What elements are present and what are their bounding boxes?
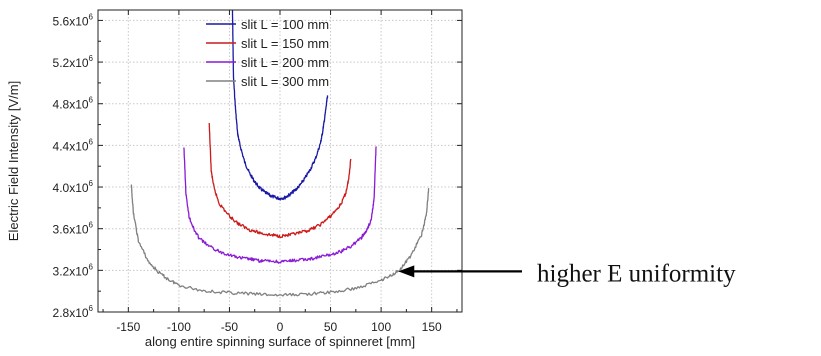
- legend-label: slit L = 100 mm: [241, 17, 329, 32]
- annotation: higher E uniformity: [398, 260, 736, 287]
- x-tick-label: 100: [371, 320, 391, 334]
- y-tick-label: 4.8x106: [53, 96, 94, 112]
- series-layer: [130, 10, 430, 297]
- y-tick-label: 5.2x106: [53, 54, 94, 70]
- y-tick-label: 4.0x106: [53, 179, 94, 195]
- annotation-text: higher E uniformity: [537, 260, 736, 287]
- x-tick-label: -150: [116, 320, 140, 334]
- y-tick-label: 5.6x106: [53, 12, 94, 28]
- series-line-2: [208, 122, 352, 239]
- y-tick-label: 3.6x106: [53, 221, 94, 237]
- series-line-4: [130, 184, 430, 297]
- x-tick-label: -100: [167, 320, 191, 334]
- y-tick-label: 2.8x106: [53, 304, 94, 320]
- x-axis-title: along entire spinning surface of spinner…: [145, 334, 415, 349]
- legend-label: slit L = 150 mm: [241, 36, 329, 51]
- series-line-1: [231, 10, 329, 201]
- annotation-arrow-head: [398, 265, 415, 278]
- x-tick-label: 0: [277, 320, 284, 334]
- x-tick-label: -50: [221, 320, 239, 334]
- legend-label: slit L = 200 mm: [241, 55, 329, 70]
- legend: slit L = 100 mm slit L = 150 mm slit L = 2…: [206, 17, 329, 89]
- y-tick-label: 3.2x106: [53, 262, 94, 278]
- axis-ticks: -150 -100 -50 0 50 100 150 2.8x106 3.2x106 3.6x10…: [53, 10, 462, 334]
- series-line-3: [183, 146, 377, 264]
- y-tick-label: 4.4x106: [53, 137, 94, 153]
- x-tick-label: 150: [422, 320, 442, 334]
- y-axis-title: Electric Field Intensity [V/m]: [6, 81, 21, 241]
- x-tick-label: 50: [324, 320, 338, 334]
- legend-label: slit L = 300 mm: [241, 74, 329, 89]
